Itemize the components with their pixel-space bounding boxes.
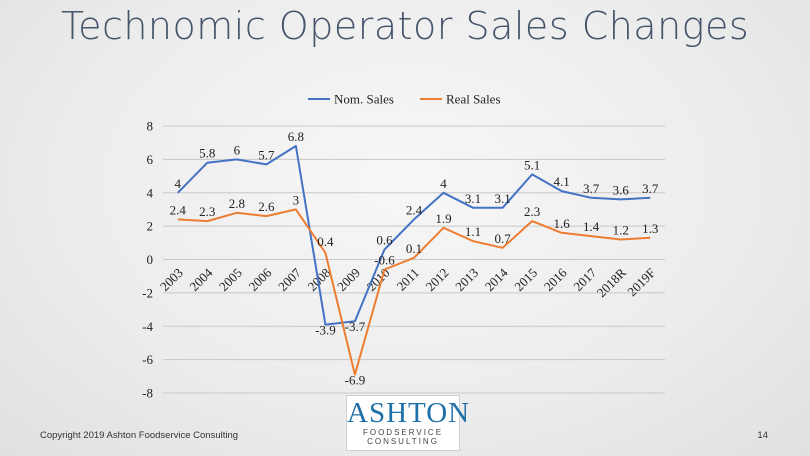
y-axis: 8 6 4 2 0 -2 -4 -6 -8 (142, 119, 153, 401)
data-label: 0.7 (494, 231, 511, 246)
data-label: 2.8 (229, 196, 245, 211)
legend-label: Real Sales (446, 92, 501, 107)
data-label: 5.1 (524, 157, 540, 172)
data-label: 5.8 (199, 146, 215, 161)
x-tick-label: 2013 (452, 265, 481, 294)
x-tick-label: 2004 (186, 265, 215, 294)
x-tick-label: 2009 (334, 265, 363, 294)
ashton-logo: ASHTON FOODSERVICE CONSULTING (346, 395, 471, 451)
chart-legend: Nom. Sales Real Sales (308, 92, 501, 107)
x-tick-label: 2019F (624, 265, 658, 299)
x-tick-label: 2011 (393, 265, 422, 294)
logo-line-2: CONSULTING (367, 437, 439, 446)
logo-brand-text: ASHTON (347, 397, 471, 429)
page-number: 14 (757, 430, 768, 441)
data-label: 4.1 (554, 174, 570, 189)
data-label: 2.4 (170, 202, 187, 217)
data-label: 0.1 (406, 241, 422, 256)
data-label: 2.4 (406, 202, 423, 217)
data-label: 3.1 (465, 191, 481, 206)
data-label: 3.1 (494, 191, 510, 206)
y-tick-label: -6 (142, 352, 153, 367)
legend-label: Nom. Sales (334, 92, 394, 107)
x-tick-label: 2015 (511, 265, 540, 294)
data-label: 1.2 (613, 222, 629, 237)
x-tick-label: 2016 (541, 265, 570, 294)
data-label: -6.9 (345, 373, 366, 388)
data-label: -0.6 (374, 253, 395, 268)
x-tick-label: 2003 (157, 265, 186, 294)
x-axis: 2003 2004 2005 2006 2007 2008 2009 2010 2011 2012… (157, 265, 658, 300)
x-tick-label: 2014 (482, 265, 511, 294)
data-label: 1.4 (583, 219, 600, 234)
data-label: 2.3 (524, 204, 540, 219)
x-tick-label: 2018R (594, 265, 629, 300)
y-tick-label: 2 (147, 219, 154, 234)
data-label: 2.6 (258, 199, 275, 214)
data-label: 2.3 (199, 204, 215, 219)
chart-gridlines (163, 125, 665, 394)
series-lines (177, 145, 651, 376)
data-label: 6 (234, 142, 241, 157)
data-label: 3.7 (583, 181, 600, 196)
y-tick-label: -2 (142, 285, 153, 300)
data-label: 0.6 (376, 232, 393, 247)
y-tick-label: 0 (147, 252, 154, 267)
data-label: 1.9 (435, 211, 451, 226)
data-label: 5.7 (258, 147, 275, 162)
data-label: 3.6 (613, 182, 630, 197)
data-label: 1.6 (554, 216, 571, 231)
data-label: -3.9 (315, 323, 336, 338)
y-tick-label: 4 (147, 185, 154, 200)
x-tick-label: 2012 (423, 265, 452, 294)
x-tick-label: 2007 (275, 265, 304, 294)
slide-title: Technomic Operator Sales Changes (60, 4, 750, 48)
data-label: 6.8 (288, 129, 304, 144)
data-label: 0.4 (317, 234, 334, 249)
series-line-real-sales (177, 208, 651, 376)
copyright-footer: Copyright 2019 Ashton Foodservice Consul… (40, 430, 239, 441)
data-label: 1.1 (465, 224, 481, 239)
data-label: -3.7 (345, 319, 366, 334)
logo-line-1: FOODSERVICE (362, 428, 444, 437)
x-tick-label: 2005 (216, 265, 245, 294)
data-label: 3.7 (642, 181, 659, 196)
series-line-nom-sales (177, 145, 651, 326)
data-labels: 4 5.8 6 5.7 6.8 -3.9 -3.7 0.6 2.4 4 3.1 3.1 5.1 4.1 3.… (170, 129, 659, 388)
data-label: 4 (440, 176, 447, 191)
y-tick-label: 8 (147, 119, 154, 134)
data-label: 3 (293, 192, 300, 207)
y-tick-label: -4 (142, 319, 153, 334)
data-label: 4 (175, 176, 182, 191)
data-label: 1.3 (642, 221, 658, 236)
x-tick-label: 2006 (245, 265, 274, 294)
y-tick-label: -8 (142, 386, 153, 401)
y-tick-label: 6 (147, 152, 154, 167)
